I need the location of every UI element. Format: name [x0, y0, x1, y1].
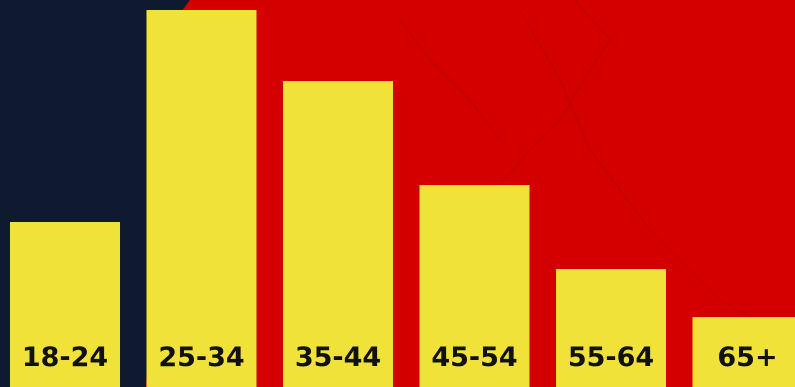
category-label-45-54: 45-54: [431, 342, 517, 373]
category-label-55-64: 55-64: [568, 342, 654, 373]
bar-65+: [692, 317, 795, 387]
category-label-35-44: 35-44: [295, 342, 381, 373]
bar-55-64: [556, 269, 666, 387]
bar-18-24: [10, 222, 120, 387]
category-label-25-34: 25-34: [158, 342, 244, 373]
category-label-18-24: 18-24: [22, 342, 108, 373]
category-label-65+: 65+: [717, 342, 777, 373]
bar-45-54: [419, 185, 530, 387]
labels-layer: 18-24 25-34 35-44 45-54 55-64 65+: [22, 342, 778, 373]
bars-layer: [10, 10, 795, 387]
bar-25-34: [146, 10, 257, 387]
bar-35-44: [283, 81, 393, 387]
